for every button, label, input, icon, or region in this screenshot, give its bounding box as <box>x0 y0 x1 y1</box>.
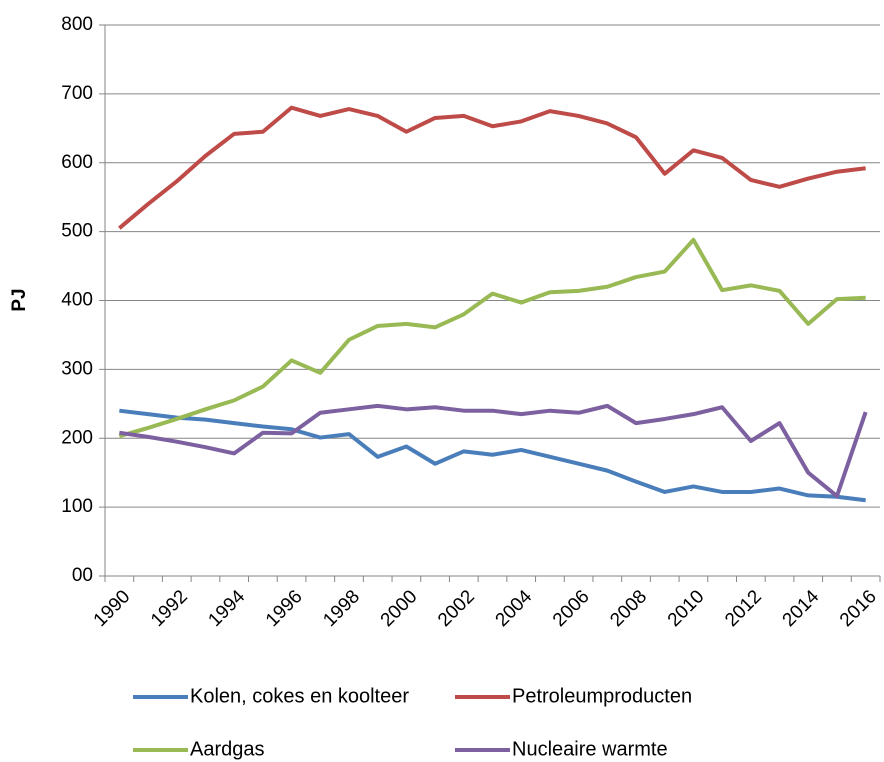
y-tick-label: 100 <box>61 496 93 517</box>
y-tick-label: 600 <box>61 152 93 173</box>
x-tick-label: 2002 <box>434 586 479 631</box>
y-tick-label: 700 <box>61 83 93 104</box>
x-tick-label: 2016 <box>836 586 881 631</box>
x-tick-label: 1996 <box>262 586 307 631</box>
y-tick-label: 00 <box>72 565 93 586</box>
y-tick-label: 500 <box>61 221 93 242</box>
line-series <box>119 403 868 499</box>
x-tick-label: 2008 <box>606 586 651 631</box>
y-tick-label: 300 <box>61 358 93 379</box>
line-series <box>119 408 866 503</box>
legend-label: Kolen, cokes en koolteer <box>190 685 409 707</box>
x-tick-label: 2012 <box>721 586 766 631</box>
y-tick-label: 800 <box>61 14 93 35</box>
x-tick-label: 2004 <box>492 586 537 631</box>
x-tick-label: 1992 <box>147 586 192 631</box>
legend-label: Nucleaire warmte <box>512 738 668 760</box>
line-series <box>118 105 866 230</box>
legend-label: Aardgas <box>190 738 265 760</box>
x-tick-label: 2010 <box>664 586 709 631</box>
y-tick-label: 200 <box>61 427 93 448</box>
x-tick-label: 2000 <box>377 586 422 631</box>
x-tick-label: 2014 <box>779 586 824 631</box>
y-axis-label: PJ <box>9 288 30 311</box>
x-tick-label: 1994 <box>205 586 250 631</box>
x-tick-label: 1990 <box>90 586 135 631</box>
x-tick-label: 2006 <box>549 586 594 631</box>
line-series <box>118 237 866 439</box>
x-tick-label: 1998 <box>319 586 364 631</box>
y-tick-label: 400 <box>61 290 93 311</box>
legend-label: Petroleumproducten <box>512 685 692 707</box>
